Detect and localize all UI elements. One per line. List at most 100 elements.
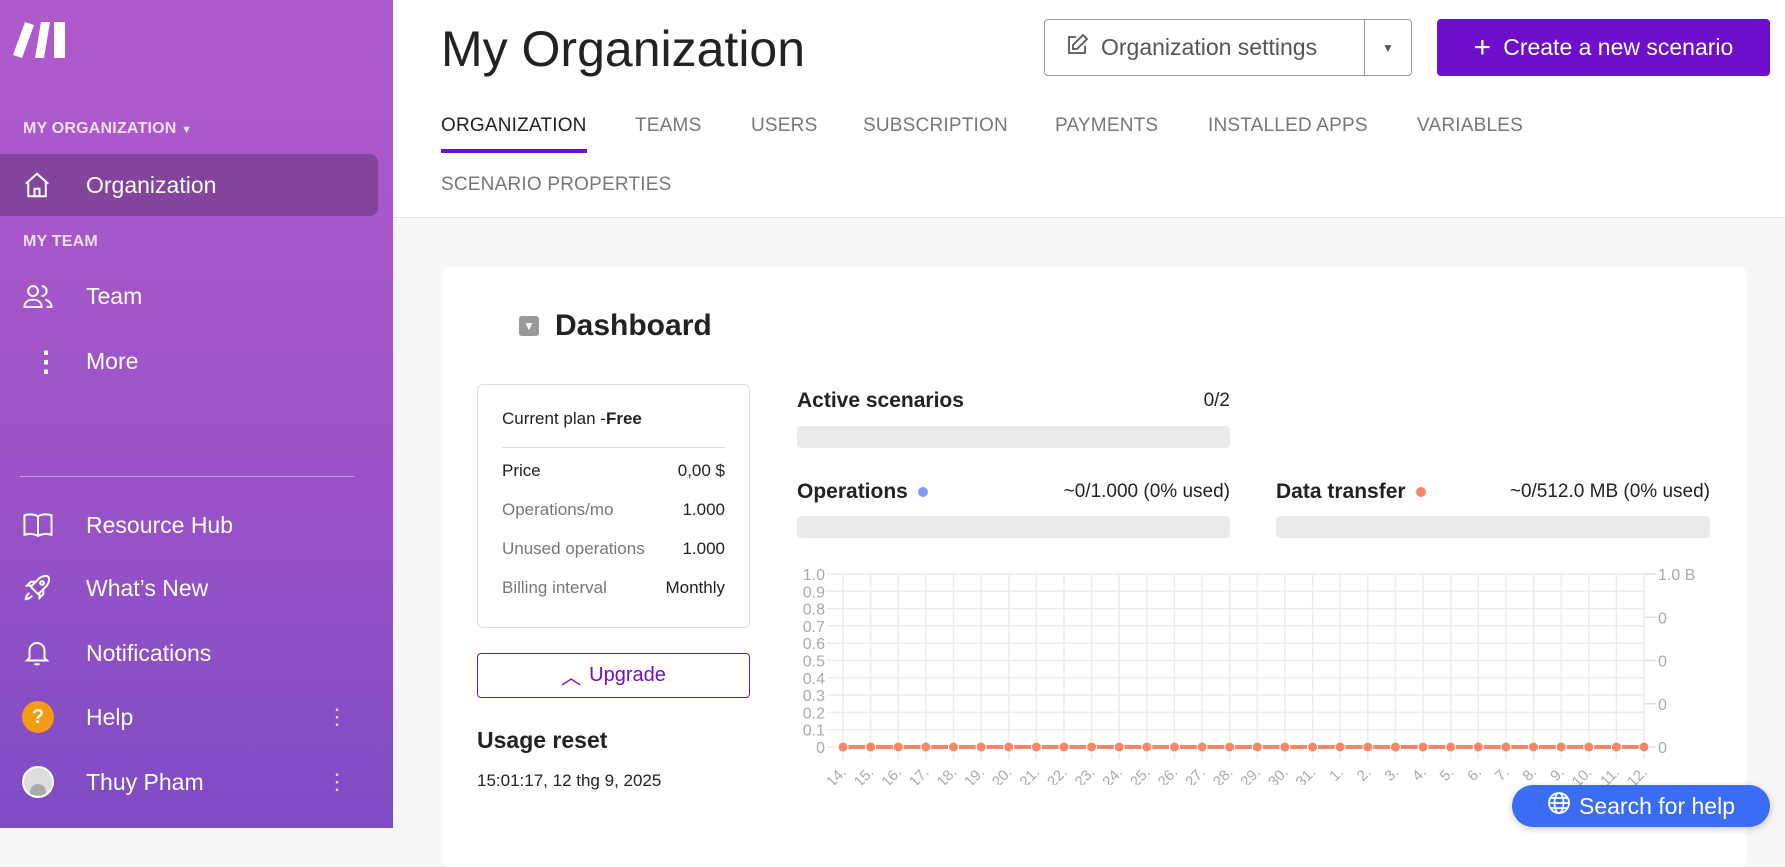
sidebar-item-label: Resource Hub (86, 511, 234, 538)
collapse-icon[interactable]: ▼ (519, 316, 539, 336)
x-tick-label: 11. (1597, 764, 1623, 785)
data-point (1058, 741, 1070, 753)
active-scenarios-bar (797, 426, 1230, 448)
dashboard-title: Dashboard (555, 309, 712, 342)
organization-settings-label: Organization settings (1101, 34, 1318, 60)
upgrade-button[interactable]: ︿ Upgrade (477, 653, 750, 698)
plan-key: Unused operations (502, 538, 645, 558)
tab-variables[interactable]: VARIABLES (1417, 115, 1523, 136)
usage-reset-title: Usage reset (477, 727, 608, 753)
y-tick-label: 0.1 (803, 723, 825, 740)
operations-label: Operations (797, 480, 908, 503)
plan-value: Monthly (665, 577, 725, 597)
plan-row: Operations/mo 1.000 (502, 490, 725, 529)
x-tick-label: 16. (878, 764, 905, 785)
chevron-up-icon: ︿ (561, 667, 582, 689)
search-for-help-button[interactable]: Search for help (1512, 785, 1770, 827)
data-point (1251, 741, 1263, 753)
x-tick-label: 28. (1210, 764, 1237, 785)
tab-subscription[interactable]: SUBSCRIPTION (863, 115, 1008, 136)
data-point (1445, 741, 1457, 753)
help-icon: ? (0, 701, 86, 733)
settings-dropdown-button[interactable]: ▼ (1365, 41, 1411, 55)
data-point (837, 741, 849, 753)
y-tick-label: 0.2 (803, 705, 825, 722)
data-point (1168, 741, 1180, 753)
sidebar-item-user[interactable]: Thuy Pham ⋮ (0, 751, 378, 813)
data-point (1307, 741, 1319, 753)
x-tick-label: 4. (1409, 764, 1430, 785)
plan-name: Free (605, 409, 642, 428)
team-section-header: MY TEAM (23, 233, 98, 250)
avatar-icon (0, 766, 86, 798)
data-point (1362, 741, 1374, 753)
data-point (975, 741, 987, 753)
tab-teams[interactable]: TEAMS (635, 115, 702, 136)
data-point (1196, 741, 1208, 753)
sidebar-item-whats-new[interactable]: What’s New (0, 557, 378, 619)
organization-settings-button[interactable]: Organization settings (1045, 20, 1365, 75)
upgrade-label: Upgrade (589, 664, 666, 686)
sidebar-item-label: What’s New (86, 574, 209, 601)
organization-settings-button-group: Organization settings ▼ (1044, 19, 1412, 76)
data-transfer-legend-dot (1415, 487, 1426, 497)
y-tick-label: 0.3 (803, 688, 825, 705)
x-tick-label: 15. (851, 764, 878, 785)
y-tick-label: 0.9 (803, 584, 825, 601)
dashboard-card: ▼ Dashboard Current plan - Free Price 0,0… (442, 267, 1747, 867)
plan-value: 1.000 (682, 499, 725, 519)
active-scenarios-value: 0/2 (1203, 390, 1230, 411)
tab-payments[interactable]: PAYMENTS (1055, 115, 1159, 136)
data-point (1030, 741, 1042, 753)
data-point (1555, 741, 1567, 753)
x-tick-label: 23. (1072, 764, 1099, 785)
create-scenario-button[interactable]: + Create a new scenario (1437, 19, 1770, 76)
data-point (1638, 741, 1650, 753)
y2-tick-label: 0 (1658, 740, 1667, 757)
org-section-header[interactable]: MY ORGANIZATION ▼ (23, 120, 192, 138)
x-tick-label: 31. (1293, 764, 1320, 785)
operations-metric: Operations ~0/1.000 (0% used) (797, 480, 1230, 504)
page-title: My Organization (441, 21, 806, 77)
x-tick-label: 26. (1155, 764, 1182, 785)
sidebar-divider (20, 476, 354, 477)
x-tick-label: 7. (1492, 764, 1513, 785)
bell-icon (0, 638, 86, 668)
sidebar-item-organization[interactable]: Organization (0, 154, 378, 216)
data-point (920, 741, 932, 753)
sidebar-item-label: More (86, 347, 139, 374)
x-tick-label: 17. (906, 764, 933, 785)
y-tick-label: 0 (816, 740, 825, 757)
sidebar-item-more[interactable]: ⋮ More (0, 330, 378, 392)
sidebar-item-team[interactable]: Team (0, 265, 378, 327)
sidebar-item-label: Thuy Pham (86, 768, 204, 795)
org-section-label: MY ORGANIZATION (23, 120, 177, 137)
tab-scenario-properties[interactable]: SCENARIO PROPERTIES (441, 174, 672, 195)
rocket-icon (0, 573, 86, 603)
plan-key: Operations/mo (502, 499, 614, 519)
sidebar-item-label: Help (86, 703, 134, 730)
plan-value: 1.000 (682, 538, 725, 558)
current-plan-label: Current plan - (502, 409, 606, 428)
sidebar-item-resource-hub[interactable]: Resource Hub (0, 494, 378, 556)
help-menu-icon[interactable]: ⋮ (326, 704, 348, 729)
y-tick-label: 0.7 (803, 619, 825, 636)
plan-value: 0,00 $ (677, 460, 725, 480)
tab-users[interactable]: USERS (751, 115, 818, 136)
sidebar-item-help[interactable]: ? Help ⋮ (0, 686, 378, 748)
x-tick-label: 10. (1569, 764, 1596, 785)
sidebar-item-notifications[interactable]: Notifications (0, 622, 378, 684)
dashboard-header[interactable]: ▼ Dashboard (519, 309, 712, 343)
usage-reset-value: 15:01:17, 12 thg 9, 2025 (477, 771, 662, 790)
tab-organization[interactable]: ORGANIZATION (441, 115, 587, 153)
user-menu-icon[interactable]: ⋮ (326, 769, 348, 794)
x-tick-label: 21. (1016, 764, 1043, 785)
home-icon (0, 170, 86, 200)
tab-installed-apps[interactable]: INSTALLED APPS (1208, 115, 1368, 136)
operations-legend-dot (917, 487, 928, 497)
sidebar-item-label: Notifications (86, 639, 212, 666)
make-logo[interactable] (12, 20, 68, 65)
data-point (1610, 741, 1622, 753)
caret-down-icon: ▼ (181, 124, 193, 136)
